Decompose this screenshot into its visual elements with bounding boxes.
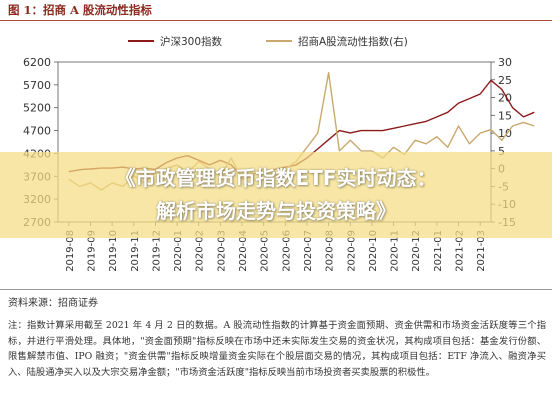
x-tick-label: 2020-10 bbox=[368, 230, 379, 272]
x-tick-label: 2020-06 bbox=[281, 230, 292, 272]
left-y-tick-label: 4700 bbox=[23, 125, 51, 138]
legend-label: 沪深300指数 bbox=[160, 35, 223, 48]
x-tick-label: 2019-12 bbox=[151, 230, 162, 272]
left-y-tick-label: 5700 bbox=[23, 79, 51, 92]
x-tick-label: 2020-02 bbox=[195, 230, 206, 272]
x-tick-label: 2021-03 bbox=[476, 230, 487, 272]
x-tick-label: 2021-01 bbox=[433, 230, 444, 272]
left-y-tick-label: 5200 bbox=[23, 102, 51, 115]
right-y-tick-label: 5 bbox=[498, 145, 505, 158]
x-tick-label: 2020-04 bbox=[238, 230, 249, 272]
right-y-tick-label: 15 bbox=[498, 109, 512, 122]
x-tick-label: 2020-11 bbox=[390, 230, 401, 272]
overlay-headline-line1: 《市政管理货币指数ETF实时动态： bbox=[115, 166, 437, 190]
x-tick-label: 2020-03 bbox=[216, 230, 227, 272]
overlay-banner bbox=[0, 152, 552, 238]
source-divider bbox=[0, 289, 552, 290]
overlay-headline-line2: 解析市场走势与投资策略》 bbox=[156, 199, 396, 223]
legend-label: 招商A股流动性指数(右) bbox=[298, 35, 408, 48]
right-y-tick-label: 30 bbox=[498, 56, 512, 69]
x-tick-label: 2020-08 bbox=[325, 230, 336, 272]
x-tick-label: 2020-05 bbox=[260, 230, 271, 272]
x-tick-label: 2020-12 bbox=[411, 230, 422, 272]
chart-legend: 沪深300指数 招商A股流动性指数(右) bbox=[128, 35, 408, 48]
x-axis: 2019-08 2019-09 2019-10 2019-11 2019-12 2020-… bbox=[65, 222, 487, 272]
right-y-tick-label: 25 bbox=[498, 74, 512, 87]
footnote: 注：指数计算采用截至 2021 年 4 月 2 日的数据。A 股流动性指数的计算… bbox=[8, 320, 546, 378]
x-tick-label: 2019-08 bbox=[65, 230, 76, 272]
x-tick-label: 2020-01 bbox=[173, 230, 184, 272]
x-tick-label: 2020-09 bbox=[346, 230, 357, 272]
title-divider bbox=[0, 20, 552, 21]
figure-title: 图 1：招商 A 股流动性指标 bbox=[8, 3, 152, 17]
x-tick-label: 2020-07 bbox=[303, 230, 314, 272]
overlay-headline[interactable]: 《市政管理货币指数ETF实时动态： 解析市场走势与投资策略》 bbox=[0, 162, 552, 228]
x-tick-label: 2019-10 bbox=[108, 230, 119, 272]
x-tick-label: 2019-09 bbox=[86, 230, 97, 272]
source-text: 资料来源：招商证券 bbox=[8, 298, 98, 309]
left-y-tick-label: 6200 bbox=[23, 56, 51, 69]
x-tick-label: 2021-02 bbox=[455, 230, 466, 272]
x-tick-label: 2019-11 bbox=[130, 230, 141, 272]
